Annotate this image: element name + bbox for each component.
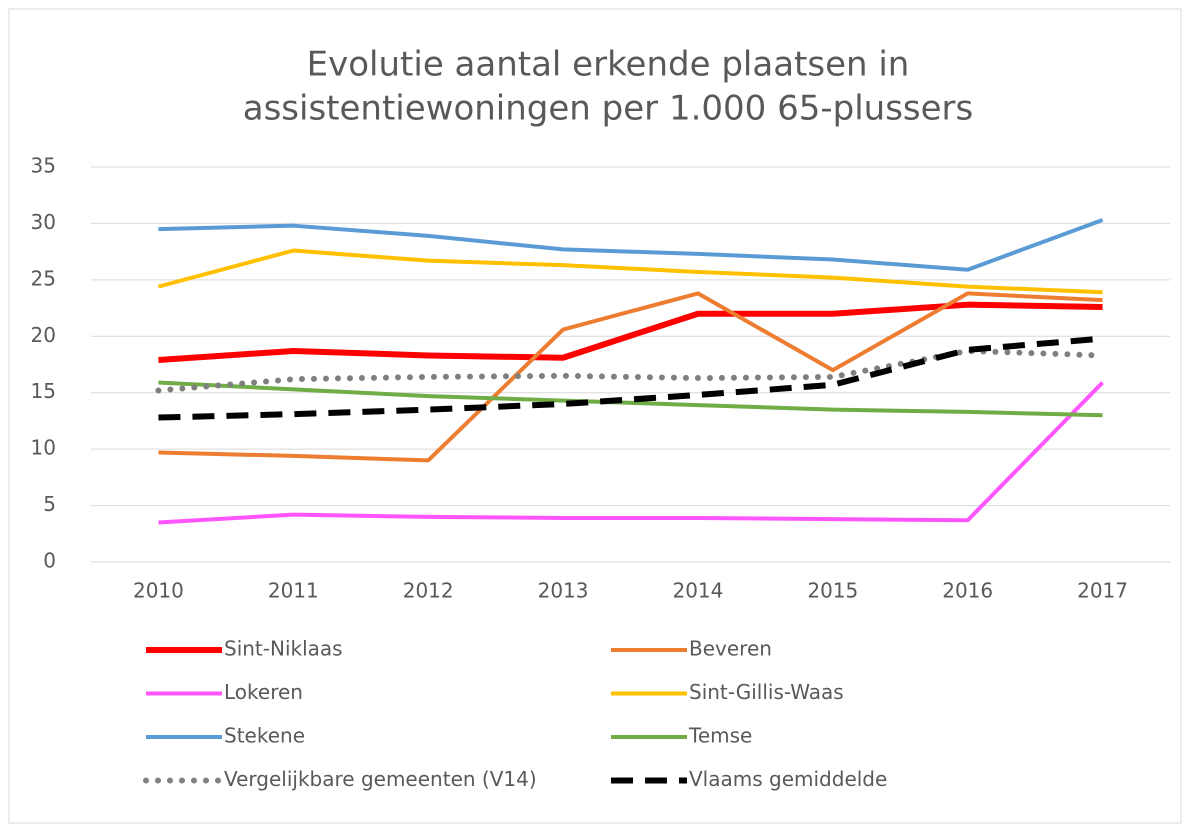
x-tick-label: 2011 <box>268 579 319 603</box>
legend-label: Lokeren <box>224 680 303 704</box>
y-tick-label: 35 <box>31 154 56 178</box>
y-tick-label: 25 <box>31 266 56 290</box>
series-line <box>157 248 1103 295</box>
legend-label: Vlaams gemiddelde <box>689 767 887 791</box>
legend-label: Sint-Niklaas <box>224 637 343 661</box>
series-line <box>158 380 1103 418</box>
legend-label: Beveren <box>689 637 772 661</box>
x-tick-label: 2014 <box>672 579 723 603</box>
legend-label: Vergelijkbare gemeenten (V14) <box>224 767 537 791</box>
series-line <box>158 381 1104 525</box>
y-tick-label: 0 <box>43 549 56 573</box>
x-tick-label: 2016 <box>942 579 993 603</box>
x-tick-label: 2010 <box>133 579 184 603</box>
legend-label: Temse <box>688 724 752 748</box>
y-tick-label: 20 <box>31 323 56 347</box>
y-tick-label: 15 <box>31 379 56 403</box>
chart-border <box>8 8 1182 824</box>
x-tick-label: 2015 <box>807 579 858 603</box>
x-tick-label: 2017 <box>1077 579 1128 603</box>
series-line <box>158 335 1103 421</box>
series-line <box>158 291 1103 463</box>
x-tick-label: 2013 <box>538 579 589 603</box>
series-line <box>158 218 1104 272</box>
y-tick-label: 5 <box>43 492 56 516</box>
chart-title: Evolutie aantal erkende plaatsen in <box>307 45 910 85</box>
legend-label: Sint-Gillis-Waas <box>689 680 844 704</box>
legend-label: Stekene <box>224 724 305 748</box>
y-tick-label: 10 <box>31 436 56 460</box>
x-tick-label: 2012 <box>403 579 454 603</box>
chart-title: assistentiewoningen per 1.000 65-plusser… <box>243 89 974 129</box>
y-tick-label: 30 <box>31 210 56 234</box>
